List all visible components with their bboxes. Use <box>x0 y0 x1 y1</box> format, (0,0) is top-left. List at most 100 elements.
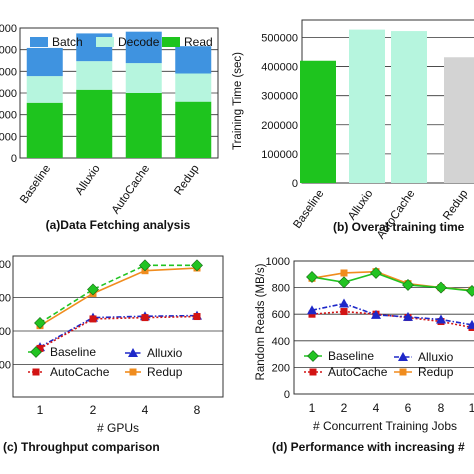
legend-label: Redup <box>418 365 454 379</box>
y-tick-label: 1000 <box>266 256 290 268</box>
x-tick-label: 1 <box>37 403 44 417</box>
series-line-alluxio <box>39 314 198 348</box>
legend-label: Decode <box>118 35 160 49</box>
y-tick-label: 400000 <box>261 62 298 74</box>
legend-label: AutoCache <box>50 365 110 379</box>
x-tick-label: 8 <box>194 403 201 417</box>
bar-decode <box>125 63 162 93</box>
y-tick-label: 400 <box>272 336 290 348</box>
bar-baseline <box>300 60 336 183</box>
legend-marker <box>128 348 138 357</box>
x-tick-label: 4 <box>373 401 380 415</box>
caption: (a)Data Fetching analysis <box>46 218 191 232</box>
bar-read <box>125 93 162 158</box>
bar-autocache <box>391 31 427 183</box>
caption: (d) Performance with increasing # <box>272 440 465 454</box>
y-tick-label: 00 <box>0 360 11 372</box>
panel-b-training-time: 0 100000 200000 300000 400000 500000 Baseline A… <box>232 19 474 241</box>
x-tick-label: 4 <box>142 403 149 417</box>
y-tick-label: 0 <box>11 153 17 165</box>
series-line-baseline <box>39 264 197 324</box>
y-tick-label: 300000 <box>261 91 298 103</box>
x-axis-label: # GPUs <box>97 421 139 435</box>
legend-label: Baseline <box>50 345 96 359</box>
x-tick-label: Baseline <box>18 163 53 206</box>
y-axis-label: Training Time (sec) <box>232 52 244 150</box>
x-tick-label: Redup <box>441 188 470 223</box>
data-point-baseline <box>466 285 474 297</box>
x-tick-label: Alluxio <box>73 163 102 198</box>
data-point-redup <box>340 269 348 277</box>
plot-area <box>293 260 474 395</box>
series-line-alluxio <box>311 302 473 326</box>
x-tick-label: 2 <box>90 403 97 417</box>
bar-read <box>76 89 113 158</box>
bar-batch <box>125 31 162 64</box>
data-point-autocache <box>193 313 201 321</box>
data-point-autocache <box>89 315 97 323</box>
bar-batch <box>175 46 212 74</box>
data-point-baseline <box>370 267 382 279</box>
legend-swatch <box>30 37 48 47</box>
x-axis-label: # Concurrent Training Jobs <box>313 419 457 433</box>
data-point-alluxio <box>307 305 317 315</box>
legend-marker <box>399 368 407 376</box>
bar-alluxio <box>349 29 385 183</box>
bar-decode <box>26 76 63 103</box>
x-tick-label: Redup <box>172 163 201 198</box>
data-point-alluxio <box>339 298 349 308</box>
data-point-alluxio <box>371 309 381 319</box>
bar-read <box>26 102 63 158</box>
data-point-alluxio <box>436 314 446 324</box>
legend-label: Alluxio <box>418 350 454 364</box>
data-point-baseline <box>338 276 350 289</box>
caption: (c) Throughput comparison <box>3 440 160 454</box>
y-tick-label: 0 <box>292 178 298 190</box>
data-point-baseline <box>402 279 414 291</box>
y-tick-label: 800 <box>272 283 290 295</box>
y-tick-label: 0 <box>284 389 290 401</box>
legend-label: Batch <box>52 35 83 49</box>
data-point-alluxio <box>403 311 413 321</box>
y-tick-label: 000 <box>0 110 17 122</box>
legend-label: Read <box>184 35 213 49</box>
y-tick-label: 00 <box>0 293 11 305</box>
bar-redup <box>444 57 474 183</box>
legend-label: AutoCache <box>328 365 388 379</box>
data-point-autocache <box>36 344 44 352</box>
legend-swatch <box>96 37 114 47</box>
data-point-baseline <box>435 281 447 294</box>
legend-marker <box>32 368 40 376</box>
legend-marker <box>309 368 317 376</box>
y-tick-label: 500000 <box>261 32 298 44</box>
legend-label: Redup <box>147 365 183 379</box>
y-tick-label: 000 <box>0 88 17 100</box>
panel-c-throughput: 00 00 00 00 1 2 4 8 # GPUs Baseline Alluxio AutoCac… <box>0 255 224 454</box>
caption: (b) Overal training time <box>333 220 465 234</box>
x-tick-label: AutoCache <box>110 163 152 216</box>
x-tick-label: 6 <box>405 401 412 415</box>
x-tick-label: 8 <box>438 401 445 415</box>
x-tick-label: 2 <box>341 401 348 415</box>
y-tick-label: 00 <box>0 326 11 338</box>
legend-marker <box>129 368 137 376</box>
y-tick-label: 000 <box>0 23 17 35</box>
plot-area <box>12 255 224 398</box>
data-point-autocache <box>340 308 348 316</box>
legend-label: Alluxio <box>147 346 183 360</box>
y-tick-label: 200 <box>272 362 290 374</box>
data-point-autocache <box>141 314 149 322</box>
x-tick-label: 1 <box>469 401 474 415</box>
y-tick-label: 100000 <box>261 149 298 161</box>
panel-d-random-reads: 0 200 400 600 800 1000 1 2 4 6 8 1 # Concurrent Trai… <box>255 256 474 454</box>
bar-read <box>175 101 212 158</box>
legend-swatch <box>162 37 180 47</box>
legend-label: Baseline <box>328 349 374 363</box>
x-tick-label: Alluxio <box>346 188 375 223</box>
data-point-baseline <box>87 283 99 296</box>
x-tick-label: 1 <box>309 401 316 415</box>
y-tick-label: 000 <box>0 66 17 78</box>
legend-marker <box>398 352 408 361</box>
bar-decode <box>76 61 113 90</box>
y-tick-label: 000 <box>0 45 17 57</box>
